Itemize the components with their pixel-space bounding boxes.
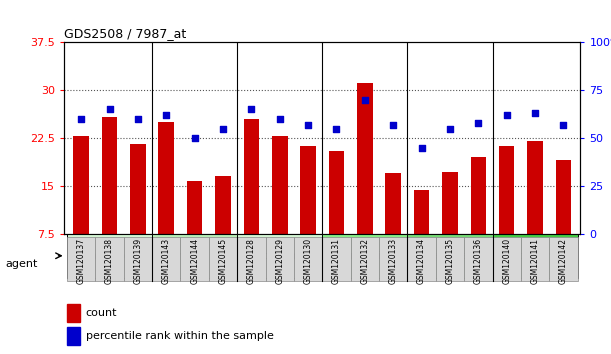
Text: GDS2508 / 7987_at: GDS2508 / 7987_at xyxy=(64,27,186,40)
Bar xyxy=(464,237,492,281)
Text: GSM120133: GSM120133 xyxy=(389,238,398,284)
Point xyxy=(417,145,426,150)
Bar xyxy=(67,234,152,278)
Point xyxy=(502,112,511,118)
Bar xyxy=(294,237,323,281)
Point xyxy=(133,116,143,122)
Bar xyxy=(95,237,123,281)
Bar xyxy=(351,237,379,281)
Point xyxy=(190,135,200,141)
Text: GSM120145: GSM120145 xyxy=(219,238,227,284)
Bar xyxy=(329,151,344,234)
Bar xyxy=(527,141,543,234)
Bar xyxy=(237,237,266,281)
Bar xyxy=(442,172,458,234)
Bar xyxy=(237,234,323,278)
Point xyxy=(104,107,114,112)
Bar xyxy=(123,237,152,281)
Text: gamma radiation: gamma radiation xyxy=(153,251,236,261)
Bar xyxy=(379,237,408,281)
Point xyxy=(558,122,568,127)
Bar xyxy=(436,237,464,281)
Bar xyxy=(67,327,79,345)
Point xyxy=(474,120,483,126)
Text: GSM120138: GSM120138 xyxy=(105,238,114,284)
Text: GSM120130: GSM120130 xyxy=(304,238,313,284)
Text: agent: agent xyxy=(5,259,37,269)
Bar xyxy=(215,176,231,234)
Bar xyxy=(244,119,259,234)
Point xyxy=(76,116,86,122)
Text: calicheamicin: calicheamicin xyxy=(246,251,313,261)
Bar xyxy=(102,117,117,234)
Point xyxy=(530,110,540,116)
Text: GSM120132: GSM120132 xyxy=(360,238,370,284)
Bar xyxy=(67,304,79,321)
Bar xyxy=(152,234,237,278)
Text: neocarzinostatin: neocarzinostatin xyxy=(409,251,491,261)
Bar xyxy=(499,146,514,234)
Text: GSM120131: GSM120131 xyxy=(332,238,341,284)
Text: count: count xyxy=(86,308,117,318)
Text: mock gamma: mock gamma xyxy=(502,251,568,261)
Bar xyxy=(386,173,401,234)
Text: GSM120142: GSM120142 xyxy=(559,238,568,284)
Bar xyxy=(272,136,288,234)
Text: GSM120128: GSM120128 xyxy=(247,238,256,284)
Point xyxy=(360,97,370,103)
Text: methanol: methanol xyxy=(86,251,133,261)
Bar xyxy=(521,237,549,281)
Bar xyxy=(67,237,95,281)
Point xyxy=(445,126,455,131)
Point xyxy=(332,126,342,131)
Point xyxy=(389,122,398,127)
Bar xyxy=(357,82,373,234)
Text: GSM120135: GSM120135 xyxy=(445,238,455,284)
Bar xyxy=(158,122,174,234)
Bar xyxy=(492,237,521,281)
Text: GSM120143: GSM120143 xyxy=(162,238,171,284)
Bar xyxy=(209,237,237,281)
Point xyxy=(275,116,285,122)
Text: percentile rank within the sample: percentile rank within the sample xyxy=(86,331,274,341)
Point xyxy=(218,126,228,131)
Point xyxy=(246,107,256,112)
Bar xyxy=(266,237,294,281)
Text: GSM120136: GSM120136 xyxy=(474,238,483,284)
Bar xyxy=(73,136,89,234)
Point xyxy=(161,112,171,118)
Bar xyxy=(323,237,351,281)
Bar xyxy=(414,190,430,234)
Text: GSM120140: GSM120140 xyxy=(502,238,511,284)
Bar xyxy=(152,237,180,281)
Text: GSM120139: GSM120139 xyxy=(133,238,142,284)
Bar xyxy=(408,234,492,278)
Text: GSM120137: GSM120137 xyxy=(76,238,86,284)
Bar xyxy=(549,237,577,281)
Bar xyxy=(492,234,577,278)
Bar xyxy=(130,144,145,234)
Bar xyxy=(555,160,571,234)
Bar xyxy=(187,181,202,234)
Text: esperamicin A1: esperamicin A1 xyxy=(327,251,403,261)
Bar xyxy=(301,146,316,234)
Point xyxy=(303,122,313,127)
Text: GSM120141: GSM120141 xyxy=(530,238,540,284)
Text: GSM120144: GSM120144 xyxy=(190,238,199,284)
Bar xyxy=(323,234,408,278)
Bar xyxy=(408,237,436,281)
Bar xyxy=(470,157,486,234)
Bar xyxy=(180,237,209,281)
Text: GSM120134: GSM120134 xyxy=(417,238,426,284)
Text: GSM120129: GSM120129 xyxy=(275,238,284,284)
